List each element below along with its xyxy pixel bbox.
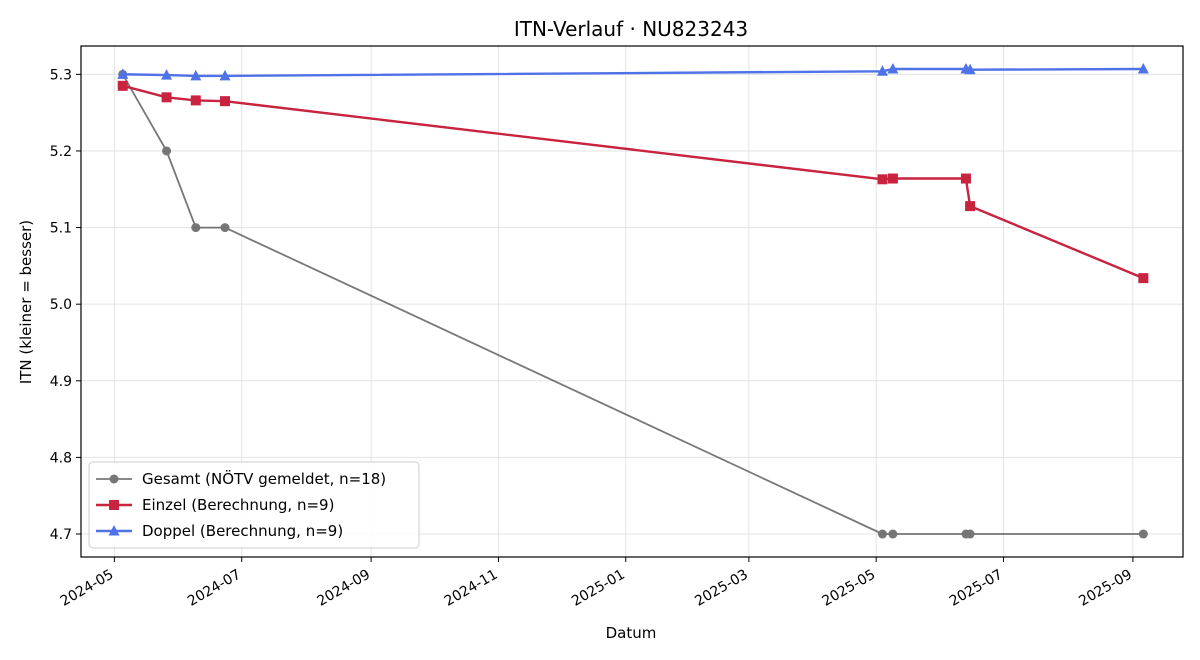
series-square [117,80,1149,284]
data-point [1138,529,1148,539]
series-layer [117,62,1149,539]
y-axis-label: ITN (kleiner = besser) [17,220,35,384]
data-point [220,96,231,107]
data-point [876,65,888,76]
y-tick-label: 5.1 [50,221,72,237]
data-point [161,92,172,103]
legend-marker [109,474,119,484]
plot-frame [80,45,1184,558]
data-point [117,80,128,91]
series-line [122,84,1144,280]
legend-label: Gesamt (NÖTV gemeldet, n=18) [142,469,386,488]
series-triangle [117,62,1149,81]
data-point [877,529,887,539]
data-point [162,146,172,156]
x-tick-label: 2025-09 [1076,567,1135,610]
data-point [877,174,888,185]
y-tick-label: 5.3 [50,67,72,83]
y-tick-label: 4.7 [50,527,72,543]
data-point [1138,273,1149,284]
data-point [887,173,898,184]
x-tick-label: 2025-01 [569,567,628,610]
data-point [220,223,230,233]
series-line [122,67,1144,78]
data-point [191,223,201,233]
legend-marker [109,500,119,510]
x-tick-label: 2024-07 [185,567,244,610]
data-point [219,69,231,81]
x-tick-label: 2024-09 [314,567,373,610]
legend-entry [96,525,132,536]
legend-label: Einzel (Berechnung, n=9) [142,496,334,514]
data-point [965,529,975,539]
x-tick-label: 2025-05 [820,567,879,610]
data-point [117,68,129,79]
x-tick-label: 2025-03 [692,567,751,610]
data-point [964,63,976,75]
x-tick-label: 2024-11 [442,567,501,610]
data-point [161,69,173,80]
x-tick-label: 2024-05 [58,567,117,610]
chart-title: ITN-Verlauf · NU823243 [514,17,748,41]
y-tick-label: 5.0 [50,297,72,313]
x-axis-ticks: 2024-05 2024-07 2024-09 2024-11 2025-01 2025-… [58,557,1135,610]
data-point [888,529,898,539]
data-point [190,69,202,81]
y-tick-label: 4.8 [50,450,72,466]
y-tick-label: 5.2 [50,144,72,160]
x-axis-label: Datum [606,624,657,642]
y-axis-ticks: 4.7 4.8 4.9 5.0 5.1 5.2 5.3 [50,67,81,543]
data-point [190,95,201,106]
legend: Gesamt (NÖTV gemeldet, n=18) Einzel (Bere… [88,461,420,549]
legend-entry [96,500,132,510]
data-point [1137,62,1149,74]
data-point [960,173,971,184]
data-point [887,62,899,74]
x-tick-label: 2025-07 [947,567,1006,610]
data-point [965,201,976,212]
legend-marker [108,525,120,536]
series-circle [118,69,1148,539]
legend-label: Doppel (Berechnung, n=9) [142,522,343,540]
legend-box [88,461,420,549]
legend-entry [96,474,132,484]
y-tick-label: 4.9 [50,374,72,390]
